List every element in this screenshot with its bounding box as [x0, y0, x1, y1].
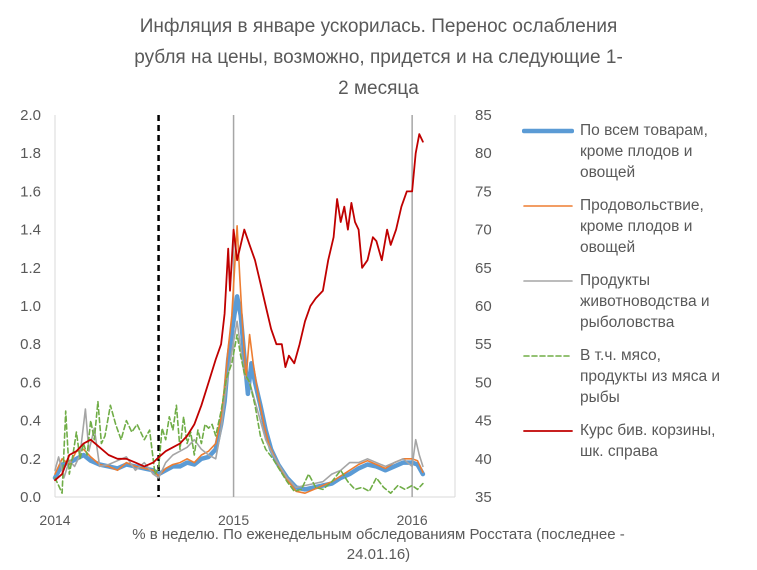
legend-label-line: овощей — [580, 239, 636, 256]
legend-swatch — [523, 355, 573, 357]
legend-swatch — [522, 128, 574, 134]
chart-footnote-line-2: 24.01.16) — [346, 546, 411, 563]
y-right-tick-label: 35 — [475, 489, 492, 506]
legend-item-5: Курс бив. корзины, шк. справа — [522, 420, 754, 462]
legend-label-line: Курс бив. корзины, — [580, 422, 716, 439]
y-left-tick-label: 0.0 — [20, 489, 41, 506]
y-right-tick-label: 55 — [475, 336, 492, 353]
y-right-tick-label: 85 — [475, 107, 492, 124]
series-line-5 — [54, 133, 424, 482]
y-right-tick-label: 75 — [475, 183, 492, 200]
y-left-tick-label: 0.6 — [20, 374, 41, 391]
y-left-tick-label: 1.4 — [20, 222, 41, 239]
y-left-tick-label: 0.2 — [20, 451, 41, 468]
legend-label-line: животноводства и — [580, 293, 710, 310]
legend-label-line: В т.ч. мясо, — [580, 347, 661, 364]
y-right-tick-label: 40 — [475, 451, 492, 468]
y-left-tick-label: 1.8 — [20, 145, 41, 162]
legend-label-line: овощей — [580, 164, 636, 181]
legend-label-line: шк. справа — [580, 443, 658, 460]
legend-swatch — [523, 280, 573, 282]
series-line-2 — [54, 225, 424, 495]
y-right-tick-label: 60 — [475, 298, 492, 315]
y-left-tick-label: 0.4 — [20, 413, 41, 430]
y-right-tick-label: 80 — [475, 145, 492, 162]
legend-label-line: По всем товарам, — [580, 122, 708, 139]
y-right-tick-label: 70 — [475, 222, 492, 239]
chart-legend: По всем товарам, кроме плодов и овощей Прод… — [522, 120, 754, 474]
legend-label-line: продукты из мяса и — [580, 368, 721, 385]
legend-label-line: рыбы — [580, 389, 620, 406]
legend-item-4: В т.ч. мясо, продукты из мяса и рыбы — [522, 345, 754, 408]
chart-title-line-3: 2 месяца — [338, 78, 419, 99]
legend-label-line: Продовольствие, — [580, 197, 704, 214]
y-right-tick-label: 50 — [475, 374, 492, 391]
legend-label-line: Продукты — [580, 272, 651, 289]
legend-item-2: Продовольствие, кроме плодов и овощей — [522, 195, 754, 258]
legend-item-3: Продукты животноводства и рыболовства — [522, 270, 754, 333]
chart-title-line-2: рубля на цены, возможно, придется и на с… — [134, 47, 623, 68]
y-right-tick-label: 45 — [475, 413, 492, 430]
y-left-tick-label: 1.6 — [20, 183, 41, 200]
x-tick-label: 2016 — [397, 512, 428, 528]
legend-item-1: По всем товарам, кроме плодов и овощей — [522, 120, 754, 183]
series-line-4 — [54, 333, 424, 495]
legend-swatch — [523, 205, 573, 207]
legend-swatch — [523, 430, 573, 432]
chart-title-line-1: Инфляция в январе ускорилась. Перенос ос… — [139, 16, 618, 37]
y-left-tick-label: 0.8 — [20, 336, 41, 353]
x-tick-label: 2014 — [39, 512, 70, 528]
series-line-3 — [54, 320, 424, 489]
chart-footnote-line-1: % в неделю. По еженедельным обследования… — [132, 526, 625, 543]
y-left-tick-label: 1.0 — [20, 298, 41, 315]
legend-label-line: кроме плодов и — [580, 218, 693, 235]
y-left-tick-label: 1.2 — [20, 260, 41, 277]
x-tick-label: 2015 — [218, 512, 249, 528]
y-right-tick-label: 65 — [475, 260, 492, 277]
legend-label-line: кроме плодов и — [580, 143, 693, 160]
y-left-tick-label: 2.0 — [20, 107, 41, 124]
legend-label-line: рыболовства — [580, 314, 675, 331]
